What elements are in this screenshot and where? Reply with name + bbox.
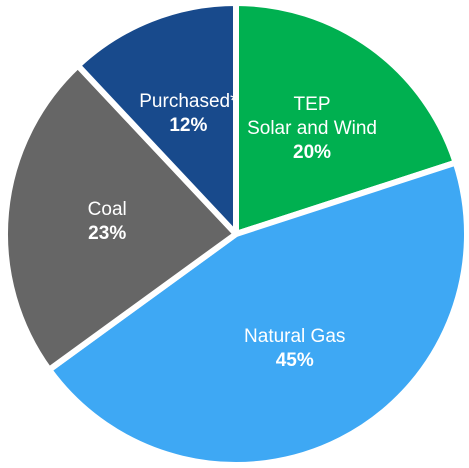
category-label: Purchased* xyxy=(139,90,238,112)
slice-label: Natural Gas 45% xyxy=(244,325,345,373)
slice-label: TEP Solar and Wind 20% xyxy=(247,93,377,165)
pie-slice xyxy=(2,62,239,373)
value-label: 45% xyxy=(275,350,314,372)
value-label: 23% xyxy=(88,222,127,244)
category-label: Coal xyxy=(87,198,127,220)
pie-slice xyxy=(233,0,459,237)
category-label: TEP Solar and Wind xyxy=(247,94,377,140)
pie-slice xyxy=(74,0,239,237)
slice-label: Purchased* 12% xyxy=(139,90,237,138)
slice-label: Coal 23% xyxy=(88,198,127,246)
category-label: Natural Gas xyxy=(244,326,346,348)
value-label: 12% xyxy=(169,114,208,136)
value-label: 20% xyxy=(293,142,332,164)
pie-slice xyxy=(46,159,469,468)
